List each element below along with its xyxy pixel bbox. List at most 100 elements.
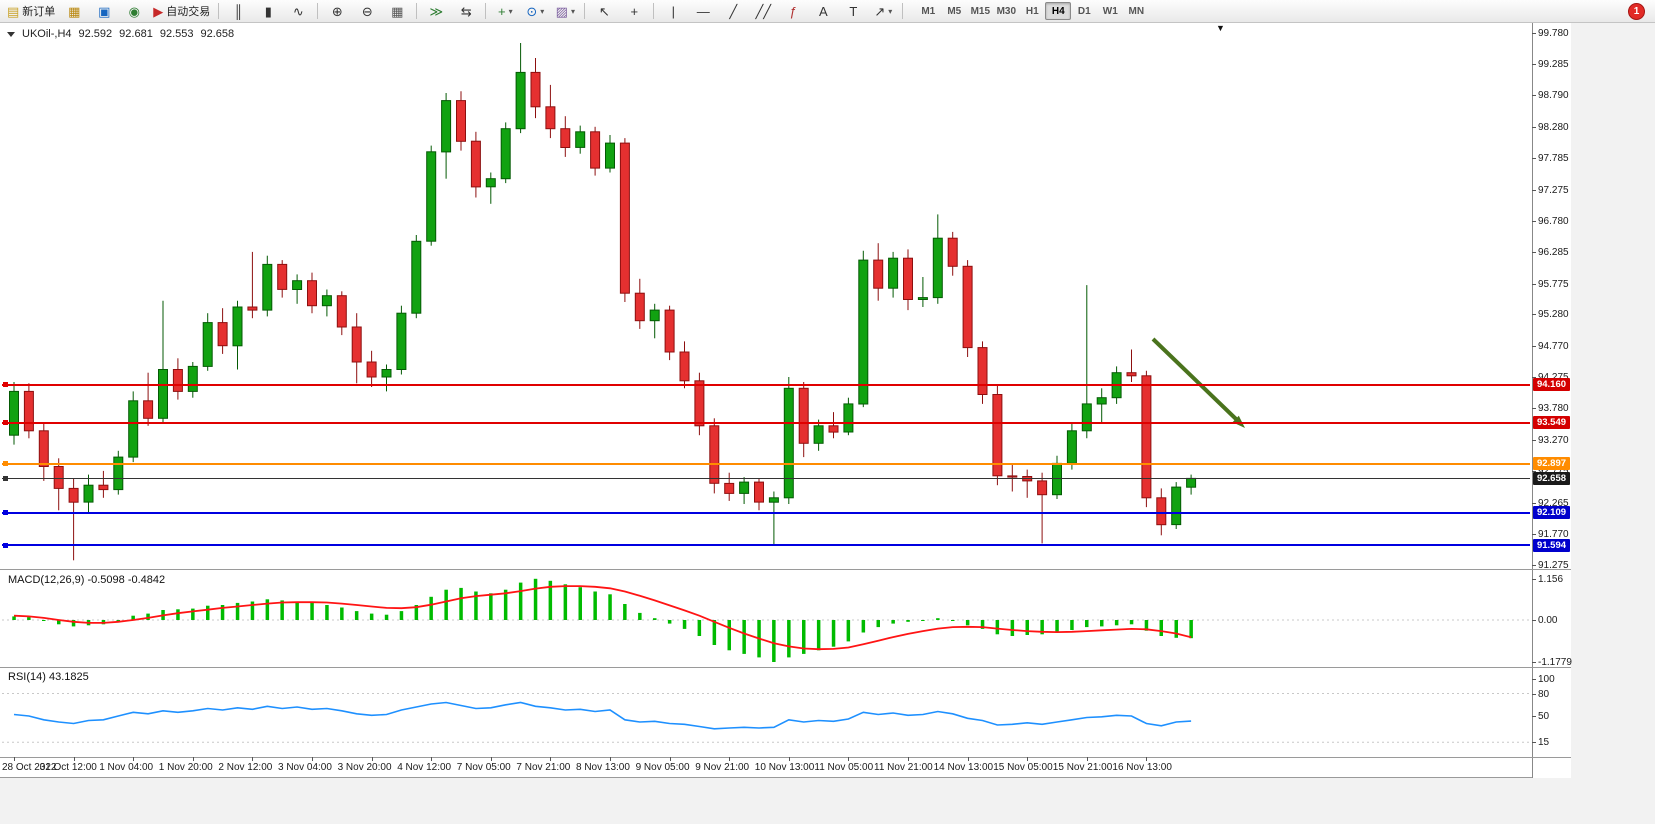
chart-dropdown-arrow[interactable]: ▼ <box>1216 23 1225 33</box>
cursor-icon: ↖ <box>598 3 610 19</box>
price-axis-label: 91.275 <box>1538 560 1569 571</box>
time-axis-tick <box>431 757 433 761</box>
price-tag-92.658: 92.658 <box>1533 471 1570 485</box>
vertical-line-button[interactable]: | <box>658 0 688 22</box>
chart-menu-icon[interactable] <box>7 31 15 37</box>
time-axis-tick <box>490 757 492 761</box>
fibonacci-button[interactable]: ƒ <box>778 0 808 22</box>
time-axis-label: 1 Nov 20:00 <box>158 762 213 773</box>
timeframe-h4[interactable]: H4 <box>1045 2 1072 20</box>
time-axis-tick <box>908 757 909 761</box>
macd-scale-label: -1.1779 <box>1538 657 1572 668</box>
price-line-93.549[interactable] <box>2 421 1530 424</box>
navigator-button[interactable]: ◉ <box>119 0 149 22</box>
navigator-icon: ◉ <box>128 3 140 19</box>
panel-separator[interactable] <box>0 667 1571 668</box>
timeframe-mn[interactable]: MN <box>1128 5 1145 17</box>
price-axis-tick <box>1532 440 1536 442</box>
market-watch-button[interactable]: ▣ <box>89 0 119 22</box>
price-line-91.594[interactable] <box>2 544 1530 547</box>
time-axis-tick <box>550 757 552 761</box>
zoom-in-button[interactable]: ⊕ <box>322 0 352 22</box>
time-axis-label: 7 Nov 05:00 <box>456 762 511 773</box>
timeframe-d1[interactable]: D1 <box>1077 5 1091 17</box>
price-axis-tick <box>1532 377 1536 379</box>
text-button[interactable]: A <box>808 0 838 22</box>
autotrading-button-label: 自动交易 <box>166 6 211 18</box>
line-chart-button[interactable]: ∿ <box>283 0 313 22</box>
chart-open-value: 92.592 <box>78 28 113 40</box>
new-chart-button[interactable]: ▦ <box>59 0 89 22</box>
price-axis-tick <box>1532 471 1536 473</box>
indicators-button[interactable]: + ▾ <box>490 0 520 22</box>
panel-separator[interactable] <box>0 569 1571 570</box>
cursor-button[interactable]: ↖ <box>589 0 619 22</box>
time-axis-tick <box>848 757 850 761</box>
price-axis-tick <box>1532 33 1536 34</box>
price-line-92.658[interactable] <box>2 477 1530 479</box>
periods-icon: ⊙ <box>526 3 538 19</box>
time-axis-tick <box>371 757 373 761</box>
chart-area[interactable] <box>0 23 1571 778</box>
rsi-indicator-label: RSI(14) 43.1825 <box>8 671 89 683</box>
indicators-icon: + <box>497 3 506 19</box>
crosshair-button[interactable]: + <box>619 0 649 22</box>
templates-button[interactable]: ▨ ▾ <box>550 0 580 22</box>
price-axis-tick <box>1532 220 1536 222</box>
rsi-scale-label: 80 <box>1538 688 1550 700</box>
price-tag-92.109: 92.109 <box>1533 506 1570 520</box>
price-axis-label: 98.790 <box>1538 89 1569 101</box>
timeframe-w1[interactable]: W1 <box>1102 5 1118 17</box>
bar-chart-button[interactable]: ║ <box>223 0 253 22</box>
autotrading-button[interactable]: ▶ 自动交易 <box>149 0 214 22</box>
toolbar-separator <box>584 3 586 19</box>
price-axis-tick <box>1532 189 1536 191</box>
price-tag-93.549: 93.549 <box>1533 416 1570 430</box>
toolbar-separator <box>416 3 418 19</box>
price-line-94.160[interactable] <box>2 383 1530 386</box>
timeframe-m5[interactable]: M5 <box>947 5 962 17</box>
price-axis-tick <box>1532 283 1536 285</box>
price-axis-label: 95.775 <box>1538 278 1569 290</box>
time-axis-tick <box>73 757 75 761</box>
price-axis-label: 97.275 <box>1538 184 1569 196</box>
price-axis-label: 95.280 <box>1538 309 1569 321</box>
timeframe-m1[interactable]: M1 <box>921 5 936 17</box>
rsi-scale-label: 50 <box>1538 711 1550 722</box>
autotrading-icon: ▶ <box>153 3 164 19</box>
auto-scroll-button[interactable]: ≫ <box>421 0 451 22</box>
line-handle <box>3 510 8 516</box>
chevron-down-icon: ▾ <box>508 6 513 16</box>
macd-scale-label: 1.156 <box>1538 573 1564 585</box>
shapes-button[interactable]: ↗ ▾ <box>868 0 898 22</box>
zoom-in-icon: ⊕ <box>331 3 343 19</box>
tile-windows-button[interactable]: ▦ <box>382 0 412 22</box>
time-axis-tick <box>312 757 313 761</box>
zoom-out-button[interactable]: ⊖ <box>352 0 382 22</box>
timeframe-m30[interactable]: M30 <box>996 5 1017 17</box>
toolbar-separator <box>485 3 487 19</box>
price-scale[interactable] <box>1532 23 1571 778</box>
price-line-92.109[interactable] <box>2 511 1530 514</box>
price-axis-label: 91.770 <box>1538 529 1569 541</box>
timeframe-m15[interactable]: M15 <box>970 5 991 17</box>
time-axis-label: 4 Nov 12:00 <box>397 762 452 773</box>
trendline-button[interactable]: ╱ <box>718 0 748 22</box>
new-order-button[interactable]: ▤ 新订单 <box>3 0 59 22</box>
price-line-92.897[interactable] <box>2 462 1530 465</box>
time-axis-tick <box>1027 757 1029 761</box>
time-axis-label: 15 Nov 21:00 <box>1052 762 1113 773</box>
candlestick-chart-button[interactable]: ▮ <box>253 0 283 22</box>
timeframe-h1[interactable]: H1 <box>1025 5 1039 17</box>
price-axis-label: 99.285 <box>1538 58 1569 70</box>
label-button[interactable]: T <box>838 0 868 22</box>
macd-scale-tick <box>1532 662 1536 663</box>
rsi-scale-tick <box>1532 693 1536 695</box>
chart-title: UKOil-,H4 92.592 92.681 92.553 92.658 <box>7 28 234 40</box>
templates-icon: ▨ <box>555 3 568 19</box>
auto-scroll-icon: ≫ <box>429 3 444 19</box>
chart-shift-button[interactable]: ⇆ <box>451 0 481 22</box>
channel-button[interactable]: ╱╱ <box>748 0 778 22</box>
periods-button[interactable]: ⊙ ▾ <box>520 0 550 22</box>
horizontal-line-button[interactable]: — <box>688 0 718 22</box>
